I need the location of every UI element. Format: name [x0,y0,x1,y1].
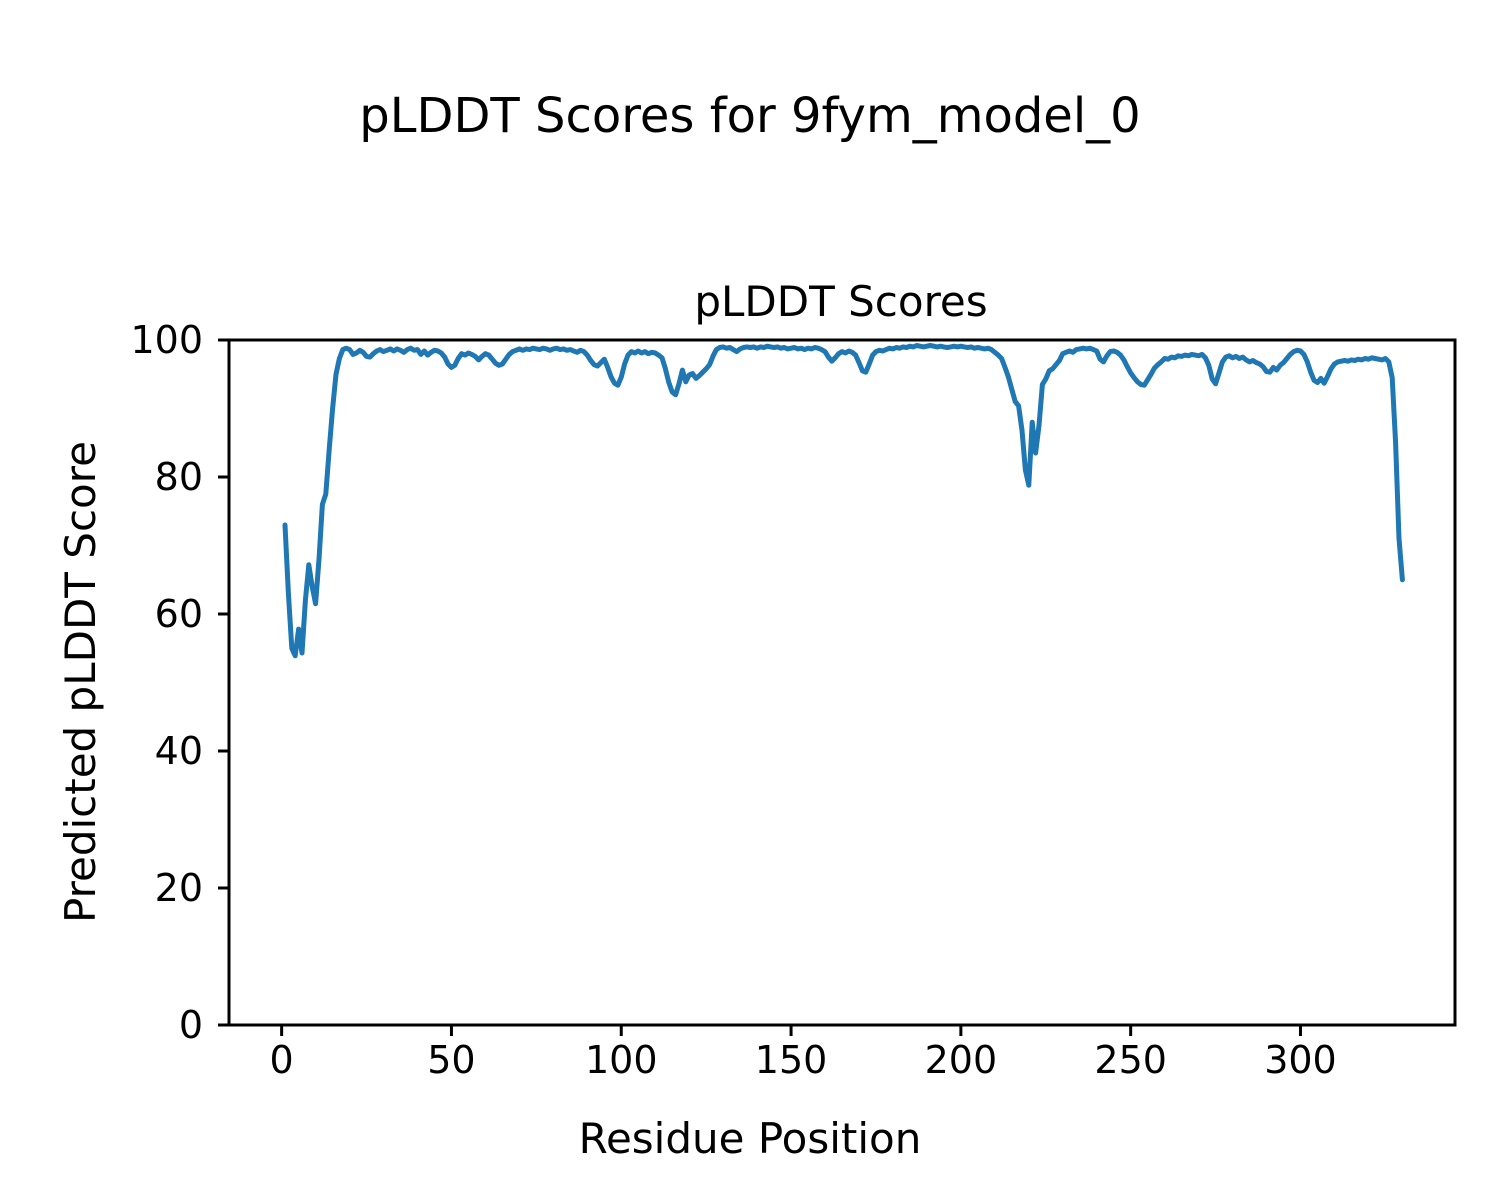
axis-tick-marks [218,338,1302,1036]
x-axis-label: Residue Position [578,1114,922,1163]
y-tick-label: 0 [178,1003,203,1047]
axes-title: pLDDT Scores [694,277,988,326]
x-tick-label: 300 [1264,1038,1337,1082]
x-tick-label: 250 [1094,1038,1167,1082]
plddt-line [282,343,1405,659]
x-tick-label: 100 [584,1038,658,1082]
y-tick-label: 60 [154,592,203,636]
x-tick-label: 200 [924,1038,998,1082]
y-tick-label: 80 [154,455,203,499]
axes-spines [227,338,1457,1027]
x-tick-label: 150 [754,1038,828,1082]
y-axis-label: Predicted pLDDT Score [56,441,105,923]
y-tick-label: 20 [154,866,203,910]
figure-title: pLDDT Scores for 9fym_model_0 [359,88,1141,144]
y-tick-label: 100 [130,318,203,362]
y-tick-label: 40 [154,729,203,773]
x-tick-label: 0 [269,1038,294,1082]
x-tick-label: 50 [427,1038,476,1082]
